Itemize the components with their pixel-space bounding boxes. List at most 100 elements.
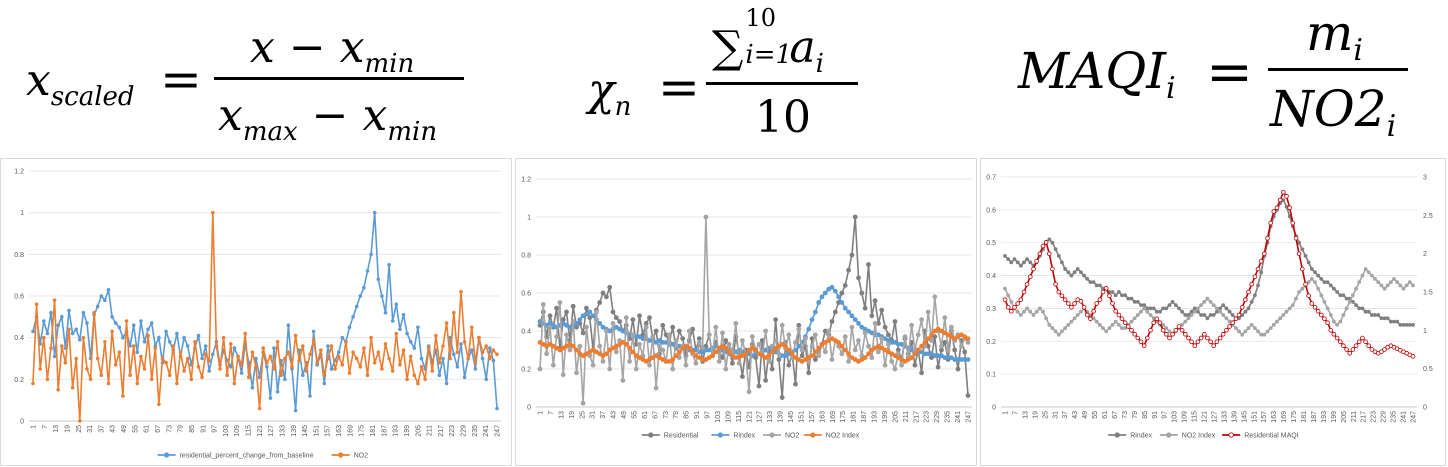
- data-point: [630, 332, 636, 338]
- data-point: [1177, 306, 1181, 311]
- data-point: [1205, 296, 1210, 301]
- data-point: [99, 294, 104, 298]
- data-point: [31, 329, 35, 334]
- data-point: [196, 365, 201, 369]
- data-point: [149, 377, 154, 382]
- data-point: [1117, 323, 1121, 327]
- data-point: [693, 360, 699, 366]
- x-tick-label: 133: [767, 411, 774, 423]
- data-point: [1246, 326, 1251, 330]
- data-point: [376, 350, 381, 355]
- data-point: [1284, 309, 1289, 314]
- data-point: [311, 329, 316, 334]
- data-point: [1063, 267, 1067, 271]
- data-point: [1313, 280, 1317, 284]
- data-point: [383, 310, 388, 315]
- x-tick-label: 139: [291, 425, 298, 437]
- data-point: [1382, 286, 1387, 291]
- data-point: [185, 356, 190, 361]
- data-point: [1091, 308, 1096, 314]
- data-point: [643, 321, 649, 326]
- data-point: [1309, 267, 1314, 271]
- data-point: [1126, 296, 1131, 301]
- x-tick-label: 25: [76, 425, 83, 433]
- data-point: [1243, 309, 1248, 314]
- x-tick-label: 1: [31, 425, 38, 429]
- data-point: [401, 313, 406, 317]
- data-point: [1025, 257, 1029, 261]
- data-point: [1202, 313, 1207, 317]
- data-point: [1360, 335, 1365, 341]
- data-point: [1214, 339, 1220, 345]
- data-point: [95, 304, 100, 309]
- data-point: [660, 347, 666, 353]
- x-tick-label: 37: [1062, 411, 1069, 419]
- data-point: [444, 381, 449, 386]
- data-point: [1294, 296, 1298, 301]
- data-point: [683, 362, 689, 368]
- data-point: [1088, 316, 1093, 322]
- data-point: [1379, 316, 1384, 321]
- data-point: [1198, 335, 1204, 341]
- data-point: [344, 340, 348, 344]
- data-point: [703, 214, 709, 220]
- data-point: [484, 344, 489, 348]
- data-point: [796, 343, 802, 349]
- data-point: [1199, 313, 1203, 317]
- data-point: [1325, 280, 1330, 284]
- data-point: [1271, 209, 1277, 214]
- data-point: [756, 383, 762, 389]
- x-tick-label: 187: [381, 425, 388, 437]
- data-point: [333, 367, 337, 371]
- data-point: [1142, 306, 1147, 311]
- data-point: [304, 369, 309, 373]
- data-point: [1034, 309, 1039, 314]
- data-point: [329, 367, 334, 371]
- data-point: [1110, 301, 1115, 306]
- data-point: [570, 303, 576, 309]
- data-point: [1031, 266, 1036, 272]
- data-point: [806, 370, 812, 376]
- data-point: [836, 300, 841, 305]
- data-point: [297, 358, 302, 363]
- x-tick-label: 49: [621, 411, 628, 419]
- data-point: [1196, 309, 1200, 314]
- data-point: [1249, 300, 1254, 304]
- data-point: [268, 354, 273, 359]
- data-point: [1008, 308, 1014, 314]
- data-point: [1186, 316, 1191, 321]
- data-point: [196, 333, 201, 338]
- data-point: [955, 357, 961, 362]
- data-point: [286, 323, 291, 327]
- data-point: [1120, 326, 1124, 330]
- data-point: [1338, 293, 1343, 298]
- data-point: [1183, 331, 1188, 337]
- data-point: [175, 381, 179, 386]
- data-point: [776, 351, 782, 357]
- data-point: [1164, 331, 1169, 337]
- data-point: [247, 375, 251, 380]
- data-point: [902, 334, 908, 340]
- data-point: [577, 317, 583, 322]
- y-tick-label: 1.2: [14, 169, 24, 176]
- data-point: [322, 381, 327, 386]
- x-tick-label: 151: [1251, 411, 1258, 423]
- data-point: [633, 341, 639, 347]
- legend-label: NO2 Index: [826, 433, 860, 440]
- data-point: [1081, 305, 1087, 310]
- data-point: [128, 344, 132, 348]
- data-point: [879, 307, 885, 313]
- x-tick-label: 85: [189, 425, 196, 433]
- data-point: [1309, 277, 1314, 281]
- y-tick-label: 0.2: [14, 377, 24, 384]
- legend-marker: [1228, 432, 1234, 438]
- data-point: [448, 356, 453, 361]
- series-line: [1004, 267, 1414, 336]
- x-tick-label: 115: [1192, 411, 1199, 422]
- y2-tick-label: 1.5: [1423, 290, 1433, 297]
- legend-marker: [337, 452, 344, 458]
- data-point: [846, 351, 851, 357]
- data-point: [1094, 301, 1099, 306]
- data-point: [236, 354, 240, 359]
- data-point: [849, 324, 855, 330]
